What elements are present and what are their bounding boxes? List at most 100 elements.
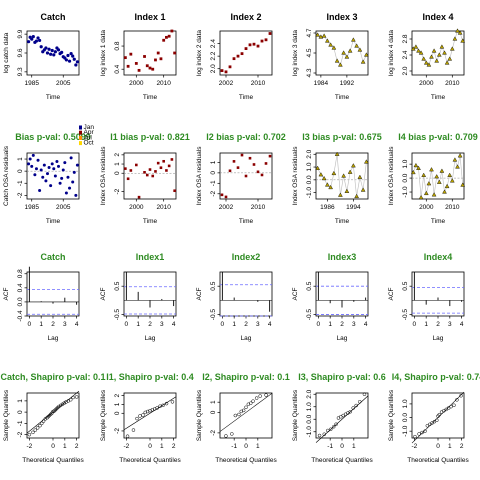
y-axis-label: log index 3 data [292,30,299,76]
y-axis-label: Sample Quantiles [196,389,203,441]
x-axis-label: Lag [337,335,348,342]
residual-point [413,162,419,168]
y-tick-label: -0.5 [402,309,409,321]
reference-line [315,395,369,443]
qq-point [38,423,42,428]
data-point [268,32,272,35]
panel-r3-c2: Index1 Lag ACF -0.5 0.5 0 1 2 3 4 [100,252,177,342]
residual-point [47,166,51,170]
y-tick-label: 0 [210,171,217,175]
qq-point [131,428,136,432]
y-tick-label: 9.3 [17,67,24,76]
data-point [45,51,50,55]
data-point [71,54,75,58]
qq-point [45,416,49,420]
data-point [252,42,256,46]
x-tick-label: -2 [26,443,32,450]
residual-point [357,174,363,179]
panel-title: Index3 [328,252,357,262]
data-point [347,48,353,53]
panel-r1-c3: Index 2 Time log index 2 data 2.0 2.2 2.4 2002… [196,12,273,101]
qq-point [141,413,145,417]
qq-point [145,409,150,414]
qq-point [135,416,139,421]
x-tick-label: -1 [327,443,333,450]
data-point [232,57,236,61]
y-tick-label: 0.8 [114,41,121,50]
data-point [357,47,363,52]
qq-point [40,421,44,426]
y-tick-label: -1 [17,180,24,186]
y-tick-label: -1.0 [306,187,313,199]
residual-point [45,172,49,176]
qq-point [27,432,32,437]
plot-frame [123,392,177,439]
residual-point [318,172,324,177]
residual-point [52,167,56,171]
panel-r4-c3: I2, Shapiro p-val: 0.1 Theoretical Quanti… [196,372,290,464]
residual-point [63,161,67,165]
data-point [64,58,68,62]
x-tick-label: 2 [436,321,440,328]
x-tick-label: 2 [244,321,248,328]
x-tick-label: 1 [256,443,260,450]
data-point [436,52,442,57]
x-tick-label: 1985 [24,80,39,87]
y-tick-label: 4.3 [306,68,313,77]
residual-point [232,160,236,163]
x-tick-label: 2000 [129,204,144,211]
data-point [351,37,356,42]
y-tick-label: 2.4 [210,39,217,48]
x-axis-label: Time [239,218,254,225]
data-point [151,67,155,71]
data-point [148,66,152,70]
qq-point [60,402,65,406]
data-point [338,62,343,67]
residual-point [460,182,466,187]
data-point [344,54,350,59]
x-axis-label: Time [143,94,158,101]
residual-point [325,182,330,187]
data-point [248,43,252,47]
panel-title: I3, Shapiro p-val: 0.6 [298,372,386,382]
x-tick-label: 4 [75,321,79,328]
qq-point [417,432,421,436]
legend-swatch [79,141,82,146]
residual-point [444,183,450,189]
x-tick-label: 0 [28,321,32,328]
residual-point [410,169,416,175]
residual-point [55,159,59,163]
y-axis-label: log catch data [3,32,10,73]
residual-point [240,153,244,157]
x-tick-label: 0 [125,321,129,328]
panel-title: I1, Shapiro p-val: 0.4 [106,372,194,382]
panel-r2-c2: I1 bias p-val: 0.821 Time Index OSA residu… [100,132,190,225]
y-tick-label: 9.6 [17,48,24,57]
panel-title: I3 bias p-val: 0.675 [302,132,382,142]
residual-point [53,174,57,178]
y-tick-label: 0 [114,171,121,175]
plot-frame [315,271,369,317]
x-tick-label: 3 [160,321,164,328]
y-tick-label: 1 [210,400,217,404]
qq-point [437,413,441,417]
x-axis-label: Theoretical Quantiles [215,457,277,464]
panel-title: Catch [40,252,65,262]
x-tick-label: 2010 [156,204,171,211]
x-tick-label: 4 [268,321,272,328]
y-tick-label: 0.0 [402,173,409,182]
panel-title: Index 4 [422,12,453,22]
panel-title: I1 bias p-val: 0.821 [110,132,190,142]
x-tick-label: -2 [123,443,129,450]
qq-point [164,401,169,406]
qq-point [33,428,38,432]
x-tick-label: 2010 [251,204,266,211]
qq-point [334,422,338,426]
y-tick-label: 0.0 [402,413,409,422]
data-point [325,38,330,43]
plot-frame [26,271,80,317]
x-tick-label: 2005 [56,80,71,87]
residual-point [236,166,240,169]
panel-r3-c4: Index3 Lag ACF -0.5 0.5 0 1 2 3 4 [292,252,369,342]
